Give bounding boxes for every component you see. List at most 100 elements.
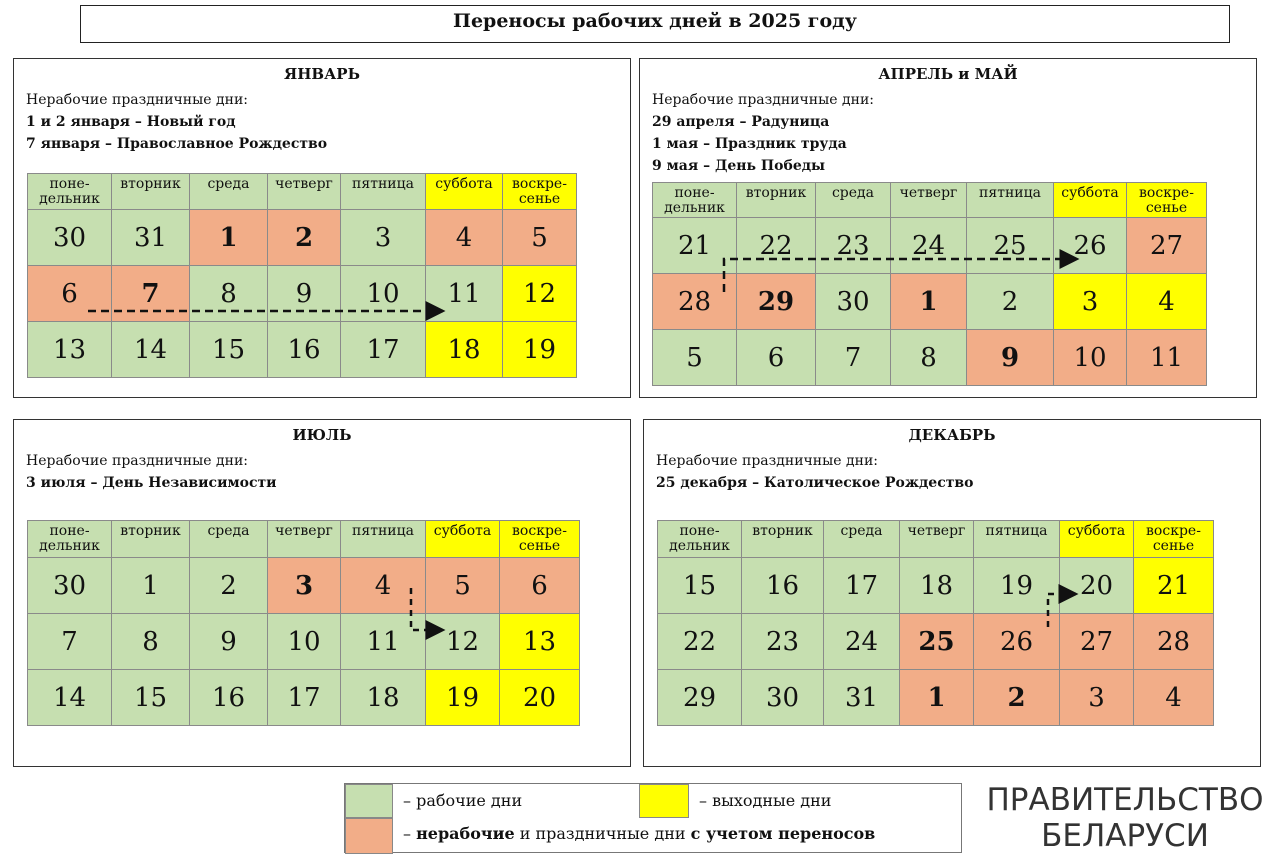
page-title: Переносы рабочих дней в 2025 году <box>80 5 1230 43</box>
day-cell: 22 <box>736 217 816 274</box>
day-cell: 5 <box>425 557 500 614</box>
day-cell: 4 <box>1133 669 1214 726</box>
day-cell: 18 <box>340 669 426 726</box>
day-cell: 9 <box>189 613 268 670</box>
day-cell: 6 <box>499 557 580 614</box>
day-cell: 15 <box>111 669 190 726</box>
day-cell: 11 <box>1126 329 1207 386</box>
brand-line-2: БЕЛАРУСИ <box>1041 818 1209 854</box>
day-cell: 13 <box>499 613 580 670</box>
calendar-week-row: 30 31 1 2 3 4 5 <box>27 209 577 266</box>
day-cell: 15 <box>189 321 268 378</box>
weekday-header: пятница <box>340 173 426 210</box>
legend: – рабочие дни – выходные дни – нерабочие… <box>344 783 962 854</box>
panel-header: ИЮЛЬ <box>292 426 352 444</box>
weekday-header: воскре- сенье <box>1126 182 1207 218</box>
weekday-header: суббота <box>1053 182 1127 218</box>
weekday-header: суббота <box>1059 520 1134 558</box>
calendar-week-row: 15 16 17 18 19 20 21 <box>657 557 1214 614</box>
day-cell: 13 <box>27 321 112 378</box>
day-cell: 25 <box>966 217 1054 274</box>
day-cell: 18 <box>425 321 503 378</box>
day-cell: 2 <box>189 557 268 614</box>
day-cell: 23 <box>815 217 891 274</box>
day-cell: 7 <box>815 329 891 386</box>
day-cell: 3 <box>1059 669 1134 726</box>
holiday-item: 25 декабря – Католическое Рождество <box>656 475 974 491</box>
day-cell: 14 <box>111 321 190 378</box>
day-cell: 3 <box>267 557 341 614</box>
day-cell: 16 <box>267 321 341 378</box>
day-cell: 17 <box>823 557 900 614</box>
holidays-label: Нерабочие праздничные дни: <box>26 453 249 469</box>
government-logo-text: ПРАВИТЕЛЬСТВО БЕЛАРУСИ <box>978 782 1272 854</box>
weekday-header: суббота <box>425 520 500 558</box>
panel-header: ЯНВАРЬ <box>284 65 360 83</box>
weekday-header: четверг <box>267 520 341 558</box>
holidays-list: Нерабочие праздничные дни: 3 июля – День … <box>26 450 277 494</box>
day-cell: 3 <box>1053 273 1127 330</box>
day-cell: 17 <box>267 669 341 726</box>
day-cell: 24 <box>823 613 900 670</box>
day-cell: 27 <box>1126 217 1207 274</box>
day-cell: 12 <box>502 265 577 322</box>
day-cell: 30 <box>27 557 112 614</box>
weekday-header: поне- дельник <box>652 182 737 218</box>
day-cell: 22 <box>657 613 742 670</box>
day-cell: 6 <box>736 329 816 386</box>
legend-nonworking-label: – нерабочие и праздничные дни с учетом п… <box>403 824 876 843</box>
day-cell: 1 <box>189 209 268 266</box>
holiday-item: 9 мая – День Победы <box>652 158 826 174</box>
day-cell: 26 <box>973 613 1060 670</box>
day-cell: 4 <box>1126 273 1207 330</box>
day-cell: 10 <box>340 265 426 322</box>
day-cell: 19 <box>425 669 500 726</box>
weekday-header: поне- дельник <box>657 520 742 558</box>
arrow-april-may <box>722 249 1080 292</box>
legend-swatch-working <box>345 784 393 818</box>
day-cell: 31 <box>111 209 190 266</box>
day-cell: 14 <box>27 669 112 726</box>
weekday-header: вторник <box>111 520 190 558</box>
day-cell: 16 <box>741 557 824 614</box>
day-cell: 2 <box>267 209 341 266</box>
calendar-table: поне- дельник вторник среда четверг пятница с… <box>27 520 580 726</box>
day-cell: 30 <box>815 273 891 330</box>
weekday-header: воскре- сенье <box>1133 520 1214 558</box>
weekday-header: вторник <box>741 520 824 558</box>
day-cell: 1 <box>899 669 974 726</box>
day-cell: 29 <box>657 669 742 726</box>
weekday-header: пятница <box>340 520 426 558</box>
calendar-week-row: 5 6 7 8 9 10 11 <box>652 329 1207 386</box>
day-cell: 21 <box>652 217 737 274</box>
day-cell: 10 <box>1053 329 1127 386</box>
day-cell: 1 <box>890 273 967 330</box>
legend-weekend-label: – выходные дни <box>699 791 832 810</box>
day-cell: 31 <box>823 669 900 726</box>
day-cell: 29 <box>736 273 816 330</box>
holidays-list: Нерабочие праздничные дни: 1 и 2 января –… <box>26 89 327 155</box>
day-cell: 5 <box>652 329 737 386</box>
calendar-week-row: 13 14 15 16 17 18 19 <box>27 321 577 378</box>
day-cell: 28 <box>1133 613 1214 670</box>
arrow-july <box>409 588 446 640</box>
day-cell: 2 <box>973 669 1060 726</box>
day-cell: 16 <box>189 669 268 726</box>
weekday-header: среда <box>823 520 900 558</box>
holiday-item: 3 июля – День Независимости <box>26 475 277 491</box>
day-cell: 19 <box>973 557 1060 614</box>
day-cell: 8 <box>111 613 190 670</box>
day-cell: 7 <box>27 613 112 670</box>
panel-january: ЯНВАРЬ Нерабочие праздничные дни: 1 и 2 ян… <box>13 58 631 398</box>
panel-header: АПРЕЛЬ и МАЙ <box>878 65 1018 83</box>
weekday-header: поне- дельник <box>27 520 112 558</box>
holiday-item: 7 января – Православное Рождество <box>26 136 328 152</box>
day-cell: 23 <box>741 613 824 670</box>
weekday-header: суббота <box>425 173 503 210</box>
arrow-december <box>1046 584 1079 627</box>
day-cell: 15 <box>657 557 742 614</box>
day-cell: 9 <box>267 265 341 322</box>
holidays-label: Нерабочие праздничные дни: <box>656 453 879 469</box>
day-cell: 9 <box>966 329 1054 386</box>
legend-swatch-weekend <box>639 784 689 818</box>
